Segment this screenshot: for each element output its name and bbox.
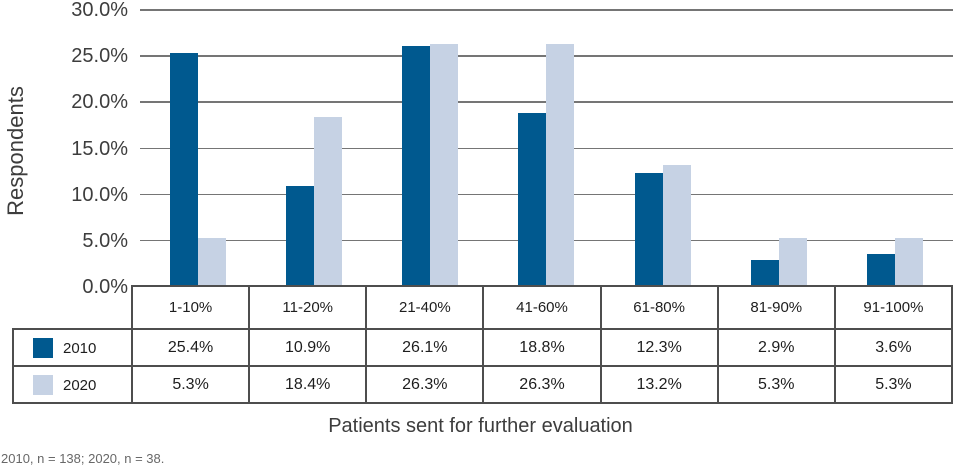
y-tick-label: 25.0%	[71, 45, 128, 68]
series-row-2020: 2020 5.3% 18.4% 26.3% 26.3% 13.2% 5.3% 5.3%	[12, 365, 954, 404]
y-tick-label: 15.0%	[71, 137, 128, 160]
bar-2010	[170, 52, 199, 287]
bar-2010	[518, 113, 547, 287]
category-slot	[140, 10, 256, 287]
bar-2020	[662, 165, 691, 287]
bars-area	[140, 10, 953, 287]
category-header-cell: 1-10%	[130, 285, 251, 330]
legend-cell-2010: 2010	[12, 328, 133, 367]
legend-label-2020: 2020	[63, 376, 97, 394]
category-slot	[721, 10, 837, 287]
bar-2020	[198, 238, 227, 287]
category-header-cell: 61-80%	[599, 285, 719, 330]
footnote: 2010, n = 138; 2020, n = 38.	[1, 451, 165, 466]
value-cell: 2.9%	[716, 328, 836, 367]
bar-2010	[866, 253, 895, 287]
value-cell: 10.9%	[248, 328, 368, 367]
value-cell: 5.3%	[130, 365, 251, 404]
value-cell: 26.3%	[365, 365, 485, 404]
bar-2010	[286, 186, 315, 287]
bar-2020	[778, 238, 807, 287]
bar-2020	[894, 238, 923, 287]
table-header-row: 1-10% 11-20% 21-40% 41-60% 61-80% 81-90% 91-10…	[13, 285, 954, 330]
y-tick-label: 30.0%	[71, 0, 128, 21]
bar-2010	[634, 173, 663, 287]
y-tick-label: 5.0%	[82, 229, 128, 252]
legend-cell-2020: 2020	[12, 365, 133, 404]
bar-2020	[314, 117, 343, 287]
category-header-cell: 21-40%	[365, 285, 485, 330]
category-header-cell: 11-20%	[248, 285, 368, 330]
legend-label-2010: 2010	[63, 339, 97, 357]
legend-header-blank-cell	[13, 286, 132, 329]
bar-2020	[430, 44, 459, 287]
category-slot	[372, 10, 488, 287]
value-cell: 5.3%	[833, 365, 954, 404]
value-cell: 26.1%	[365, 328, 485, 367]
bar-2020	[546, 44, 575, 287]
value-cell: 3.6%	[833, 328, 954, 367]
y-tick-label: 0.0%	[82, 276, 128, 298]
category-header-cell: 41-60%	[482, 285, 602, 330]
category-slot	[837, 10, 953, 287]
category-slot	[605, 10, 721, 287]
data-table: 1-10% 11-20% 21-40% 41-60% 61-80% 81-90% 91-10…	[12, 285, 954, 404]
value-cell: 25.4%	[130, 328, 251, 367]
x-axis-title: Patients sent for further evaluation	[328, 415, 633, 437]
value-cell: 13.2%	[599, 365, 719, 404]
category-slot	[488, 10, 604, 287]
y-tick-label: 10.0%	[71, 183, 128, 206]
value-cell: 18.4%	[248, 365, 368, 404]
value-cell: 26.3%	[482, 365, 602, 404]
gridline	[140, 9, 953, 11]
category-slot	[256, 10, 372, 287]
value-cell: 18.8%	[482, 328, 602, 367]
bar-2010	[750, 260, 779, 287]
legend-swatch-2010	[33, 337, 53, 358]
series-row-2010: 2010 25.4% 10.9% 26.1% 18.8% 12.3% 2.9% 3.6%	[12, 328, 954, 367]
legend-swatch-2020	[33, 374, 53, 395]
y-tick-label: 20.0%	[71, 91, 128, 114]
category-header-cell: 81-90%	[716, 285, 836, 330]
bar-2010	[402, 46, 431, 287]
value-cell: 12.3%	[599, 328, 719, 367]
value-cell: 5.3%	[716, 365, 836, 404]
category-header-cell: 91-100%	[833, 285, 954, 330]
